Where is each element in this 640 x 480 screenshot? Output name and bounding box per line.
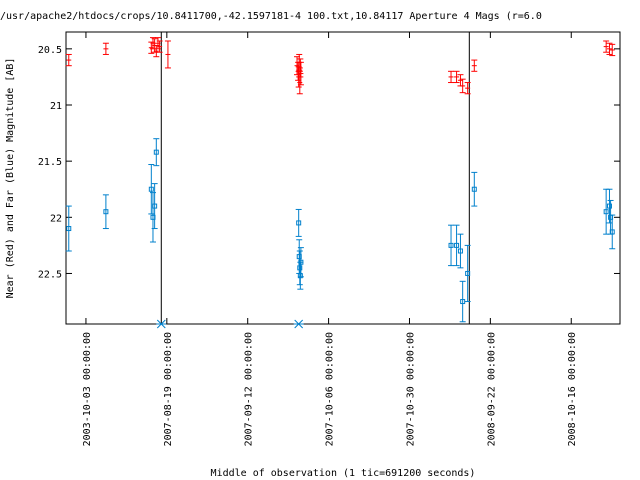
data-point (457, 248, 463, 254)
data-point (471, 186, 477, 192)
x-tick-label: 2007-10-30 00:00:00 (405, 332, 416, 446)
series-near-red (65, 37, 616, 95)
data-point (296, 220, 302, 226)
data-point (297, 273, 303, 279)
time-break-lines (160, 32, 470, 324)
x-axis-label: Middle of observation (1 tic=691200 seco… (211, 468, 476, 479)
x-tick-label: 2007-10-06 00:00:00 (325, 332, 336, 446)
series-far-blue (65, 138, 616, 323)
x-tick-label: 2007-08-19 00:00:00 (163, 332, 174, 446)
star-stroke (294, 319, 304, 329)
data-point (465, 270, 471, 276)
x-axis: 2003-10-03 00:00:00 2007-08-19 00:00:00 20… (82, 32, 578, 446)
chart-title: /usr/apache2/htdocs/crops/10.8411700,-42… (0, 11, 542, 22)
star-stroke (156, 319, 166, 329)
series-layer (65, 37, 616, 323)
axis-star-marker (293, 319, 304, 329)
axis-star-marker (156, 319, 167, 329)
data-point (298, 259, 304, 265)
data-point (606, 203, 612, 209)
y-tick-label: 21.5 (38, 157, 62, 168)
plot-frame (65, 31, 621, 325)
y-axis-label: Near (Red) and Far (Blue) Magnitude [AB] (5, 58, 16, 299)
data-point (103, 209, 109, 215)
data-point (153, 149, 159, 155)
data-point (152, 203, 158, 209)
data-point (66, 226, 72, 232)
x-tick-label: 2007-09-12 00:00:00 (244, 332, 255, 446)
y-tick-label: 20.5 (38, 45, 62, 56)
data-point (297, 265, 303, 271)
x-tick-label: 2008-09-22 00:00:00 (486, 332, 497, 446)
x-tick-label: 2008-10-16 00:00:00 (567, 332, 578, 446)
y-tick-label: 22 (50, 213, 62, 224)
y-axis: 20.5 21 21.5 22 22.5 (38, 45, 620, 280)
data-point (448, 242, 454, 248)
y-tick-label: 21 (50, 101, 62, 112)
y-tick-label: 22.5 (38, 269, 62, 280)
data-point (454, 242, 460, 248)
axis-markers (156, 319, 304, 329)
x-tick-label: 2003-10-03 00:00:00 (82, 332, 93, 446)
data-point (608, 214, 614, 220)
data-point (148, 186, 154, 192)
data-point (603, 209, 609, 215)
